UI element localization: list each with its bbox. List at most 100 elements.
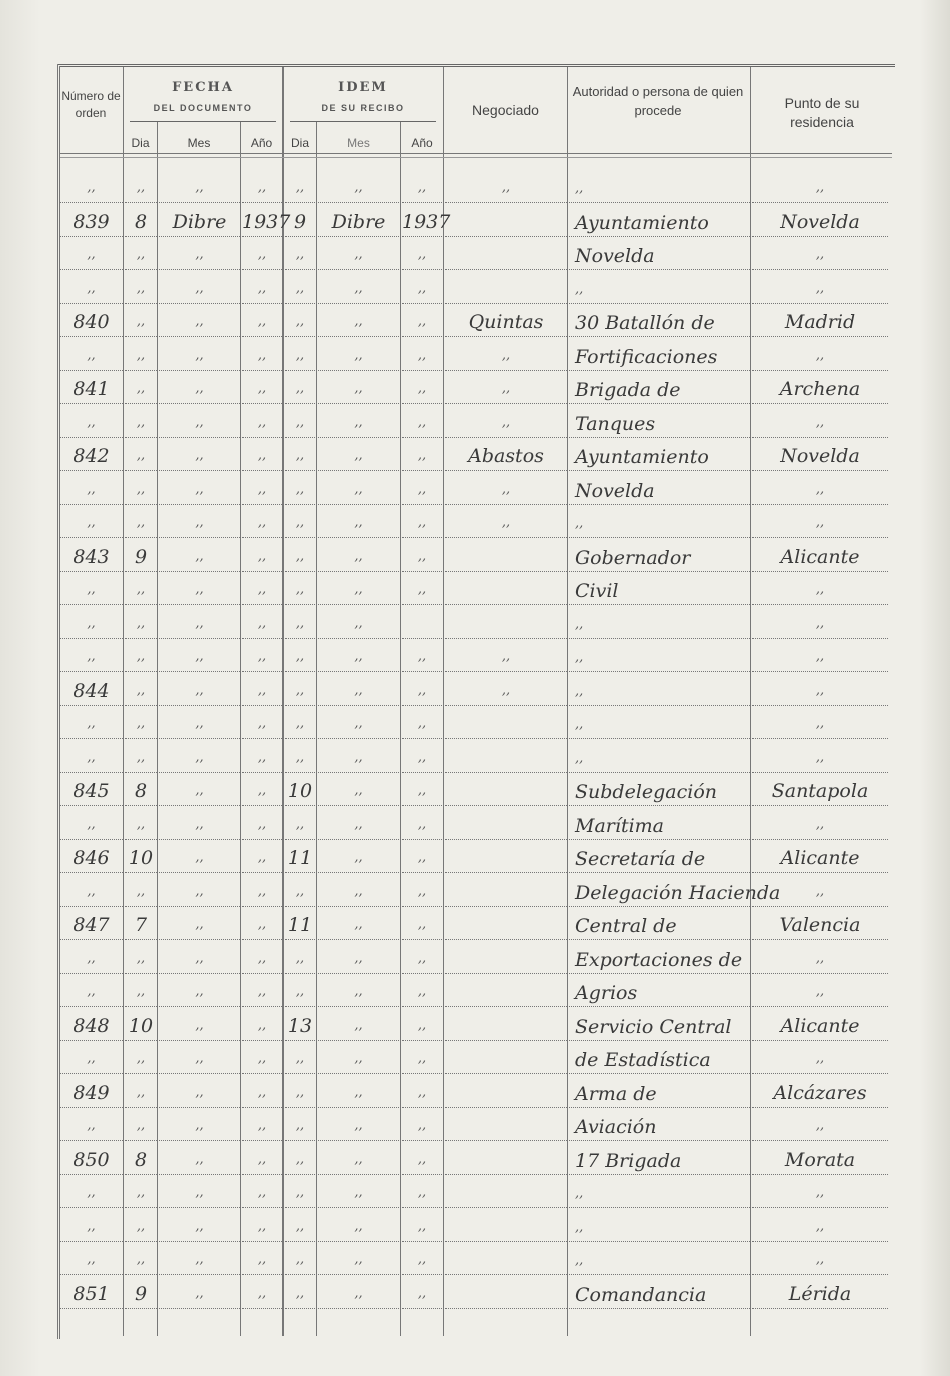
cell-ano: ,, <box>242 442 282 471</box>
cell-mes: ,, <box>159 275 240 304</box>
cell-autoridad: Fortificaciones <box>569 343 750 371</box>
cell-negociado: ,, <box>445 375 567 404</box>
cell-dia: ,, <box>125 375 157 404</box>
cell-recibo-dia: ,, <box>285 677 315 706</box>
cell-dia: ,, <box>125 476 157 505</box>
cell-recibo-mes: ,, <box>318 543 399 572</box>
cell-negociado <box>445 1213 567 1242</box>
cell-recibo-mes: ,, <box>318 1045 399 1074</box>
cell-numero: ,, <box>60 744 123 773</box>
cell-mes: ,, <box>159 576 240 605</box>
cell-recibo-dia: ,, <box>285 744 315 773</box>
cell-recibo-dia: 11 <box>285 911 315 940</box>
cell-dia: 10 <box>125 844 157 873</box>
cell-recibo-dia: 13 <box>285 1012 315 1041</box>
cell-mes: Dibre <box>159 208 240 237</box>
cell-recibo-mes: ,, <box>318 1146 399 1175</box>
cell-negociado <box>445 610 567 639</box>
cell-recibo-ano: ,, <box>402 1246 442 1275</box>
cell-mes: ,, <box>159 543 240 572</box>
cell-negociado <box>445 241 567 270</box>
cell-autoridad: Secretaría de <box>569 845 750 873</box>
cell-autoridad: Novelda <box>569 242 750 270</box>
table-row: 851 9,,,,,,,,,, Comandancia Lérida <box>57 1280 892 1313</box>
cell-mes: ,, <box>159 1045 240 1074</box>
cell-mes: ,, <box>159 241 240 270</box>
cell-numero: ,, <box>60 1112 123 1141</box>
cell-punto: ,, <box>752 174 888 203</box>
cell-autoridad: ,, <box>569 611 750 639</box>
cell-punto: Alicante <box>752 543 888 572</box>
cell-numero: 845 <box>60 777 123 806</box>
cell-recibo-mes: ,, <box>318 811 399 840</box>
cell-negociado <box>445 844 567 873</box>
cell-mes: ,, <box>159 476 240 505</box>
cell-dia: 9 <box>125 543 157 572</box>
cell-autoridad: 17 Brigada <box>569 1147 750 1175</box>
cell-recibo-ano: ,, <box>402 1079 442 1108</box>
cell-ano: ,, <box>242 878 282 907</box>
cell-ano: ,, <box>242 610 282 639</box>
cell-punto: Alicante <box>752 844 888 873</box>
cell-recibo-mes: ,, <box>318 1012 399 1041</box>
cell-ano: ,, <box>242 275 282 304</box>
cell-ano: ,, <box>242 1213 282 1242</box>
cell-recibo-mes: ,, <box>318 375 399 404</box>
cell-negociado: ,, <box>445 342 567 371</box>
cell-autoridad: Delegación Hacienda <box>569 879 780 907</box>
cell-negociado <box>445 1045 567 1074</box>
cell-negociado <box>445 543 567 572</box>
column-divider <box>400 122 401 1336</box>
table-row: ,,,,,,,,,,,,,,,,,, <box>57 1213 892 1246</box>
cell-punto: ,, <box>752 610 888 639</box>
cell-recibo-ano: ,, <box>402 241 442 270</box>
cell-mes: ,, <box>159 610 240 639</box>
cell-numero: 847 <box>60 911 123 940</box>
cell-mes: ,, <box>159 174 240 203</box>
cell-recibo-mes: ,, <box>318 1179 399 1208</box>
cell-dia: ,, <box>125 610 157 639</box>
table-row: ,,,,,,,,,,,,,,,,,, <box>57 1179 892 1212</box>
cell-ano: ,, <box>242 945 282 974</box>
cell-ano: ,, <box>242 744 282 773</box>
cell-autoridad: ,, <box>569 711 750 739</box>
cell-recibo-mes: ,, <box>318 677 399 706</box>
cell-numero: 850 <box>60 1146 123 1175</box>
cell-dia: ,, <box>125 576 157 605</box>
cell-dia: ,, <box>125 409 157 438</box>
cell-ano: ,, <box>242 342 282 371</box>
table-row: ,,,,,,,,,,,,,, Delegación Hacienda,, <box>57 878 892 911</box>
cell-recibo-mes: ,, <box>318 945 399 974</box>
cell-recibo-dia: ,, <box>285 476 315 505</box>
cell-recibo-ano: ,, <box>402 1179 442 1208</box>
table-row: ,,,,,,,,,,,,,, Aviación,, <box>57 1112 892 1145</box>
cell-negociado <box>445 1079 567 1108</box>
cell-numero: ,, <box>60 476 123 505</box>
cell-punto: Lérida <box>752 1280 888 1309</box>
cell-autoridad: Novelda <box>569 477 750 505</box>
cell-numero: ,, <box>60 409 123 438</box>
cell-mes: ,, <box>159 1280 240 1309</box>
cell-recibo-mes: ,, <box>318 710 399 739</box>
cell-numero: ,, <box>60 342 123 371</box>
cell-negociado <box>445 1280 567 1309</box>
cell-recibo-dia: ,, <box>285 643 315 672</box>
cell-punto: Alcázares <box>752 1079 888 1108</box>
cell-punto: Alicante <box>752 1012 888 1041</box>
table-row: 842,,,,,,,,,,,, Abastos Ayuntamiento Noveld… <box>57 442 892 475</box>
cell-recibo-ano: ,, <box>402 978 442 1007</box>
cell-negociado: Abastos <box>445 442 567 471</box>
cell-numero: 839 <box>60 208 123 237</box>
cell-negociado <box>445 275 567 304</box>
table-row: 845 8,,,, 10,,,, Subdelegación Santapola <box>57 777 892 810</box>
table-row: ,,,,,,,,,,,,,,,,,,,, <box>57 643 892 676</box>
cell-numero: 846 <box>60 844 123 873</box>
cell-autoridad: Marítima <box>569 812 750 840</box>
cell-ano: ,, <box>242 911 282 940</box>
cell-mes: ,, <box>159 1213 240 1242</box>
cell-recibo-ano: ,, <box>402 811 442 840</box>
cell-negociado <box>445 744 567 773</box>
cell-recibo-mes: ,, <box>318 275 399 304</box>
cell-recibo-dia: ,, <box>285 1079 315 1108</box>
